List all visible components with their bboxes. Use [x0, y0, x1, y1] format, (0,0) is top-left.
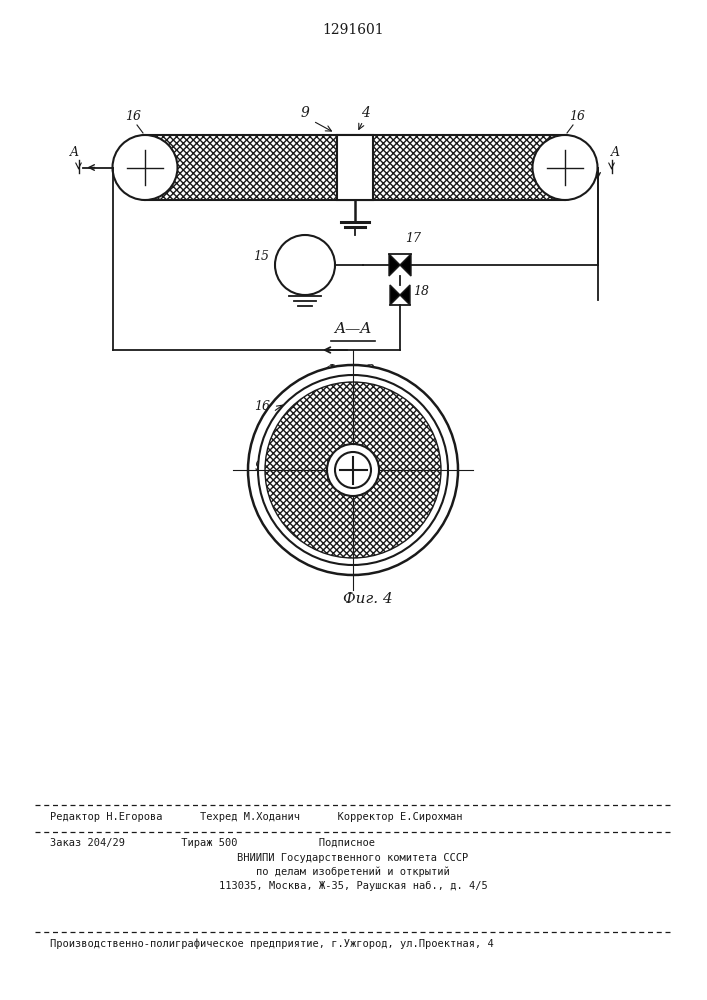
Text: Производственно-полиграфическое предприятие, г.Ужгород, ул.Проектная, 4: Производственно-полиграфическое предприя… — [50, 938, 493, 949]
Circle shape — [112, 135, 177, 200]
Text: по делам изобретений и открытий: по делам изобретений и открытий — [256, 866, 450, 877]
Text: 16: 16 — [569, 110, 585, 123]
Text: Заказ 204/29         Тираж 500             Подписное: Заказ 204/29 Тираж 500 Подписное — [50, 838, 375, 848]
Text: ВНИИПИ Государственного комитета СССР: ВНИИПИ Государственного комитета СССР — [238, 853, 469, 863]
Text: 113035, Москва, Ж-35, Раушская наб., д. 4/5: 113035, Москва, Ж-35, Раушская наб., д. … — [218, 881, 487, 891]
Circle shape — [532, 135, 597, 200]
Polygon shape — [390, 285, 400, 305]
Circle shape — [335, 452, 371, 488]
Text: A: A — [611, 145, 620, 158]
Bar — [145, 135, 565, 200]
Polygon shape — [389, 254, 400, 276]
Text: 9: 9 — [300, 106, 310, 120]
Text: 16: 16 — [254, 400, 270, 413]
Text: A: A — [70, 145, 79, 158]
Text: 4: 4 — [361, 106, 370, 120]
Text: 18: 18 — [413, 285, 429, 298]
Text: A—A: A—A — [334, 322, 372, 336]
Circle shape — [275, 235, 335, 295]
Bar — [337, 135, 373, 200]
Polygon shape — [400, 254, 411, 276]
Text: Фиг. 3: Фиг. 3 — [325, 364, 375, 378]
Circle shape — [248, 365, 458, 575]
Text: 17: 17 — [405, 232, 421, 245]
Text: 9: 9 — [255, 460, 263, 473]
Text: Фиг. 4: Фиг. 4 — [343, 592, 393, 606]
Circle shape — [265, 382, 441, 558]
Circle shape — [258, 375, 448, 565]
Text: 15: 15 — [253, 250, 269, 263]
Text: 16: 16 — [125, 110, 141, 123]
Text: 1291601: 1291601 — [322, 23, 384, 37]
Polygon shape — [400, 285, 410, 305]
Text: Редактор Н.Егорова      Техред М.Ходанич      Корректор Е.Сирохман: Редактор Н.Егорова Техред М.Ходанич Корр… — [50, 812, 462, 822]
Circle shape — [327, 444, 379, 496]
